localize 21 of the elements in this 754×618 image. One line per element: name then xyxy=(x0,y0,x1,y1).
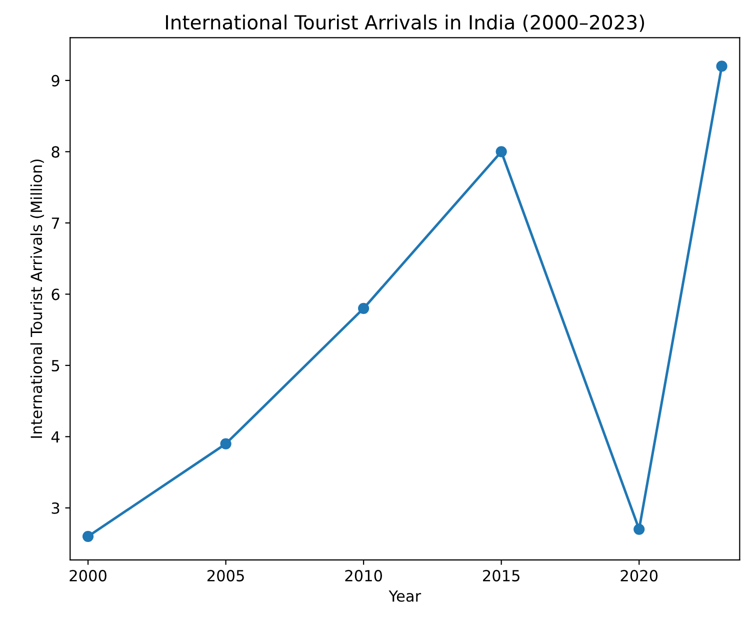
y-axis-title: International Tourist Arrivals (Million) xyxy=(30,160,44,438)
chart-title: International Tourist Arrivals in India (2000–2023) xyxy=(166,14,644,32)
x-tick-label: 2005 xyxy=(207,570,244,582)
y-tick-label: 7 xyxy=(52,218,60,229)
y-tick-label: 3 xyxy=(52,502,60,514)
point xyxy=(716,60,728,72)
y-tick-label: 5 xyxy=(52,360,60,372)
x-tick-label: 2015 xyxy=(483,570,520,582)
y-tick-label: 6 xyxy=(52,288,60,300)
x-tick-label: 2000 xyxy=(70,570,106,582)
point xyxy=(82,530,94,542)
y-tick-label: 9 xyxy=(52,74,60,86)
point xyxy=(634,524,645,535)
x-axis-title: Year xyxy=(388,590,422,602)
y-tick-label: 8 xyxy=(52,146,60,158)
point xyxy=(220,438,232,450)
x-tick-label: 2020 xyxy=(620,570,658,582)
point xyxy=(496,146,507,158)
point xyxy=(358,302,370,314)
y-tick-label: 4 xyxy=(51,431,60,442)
x-tick-label: 2010 xyxy=(345,570,382,582)
